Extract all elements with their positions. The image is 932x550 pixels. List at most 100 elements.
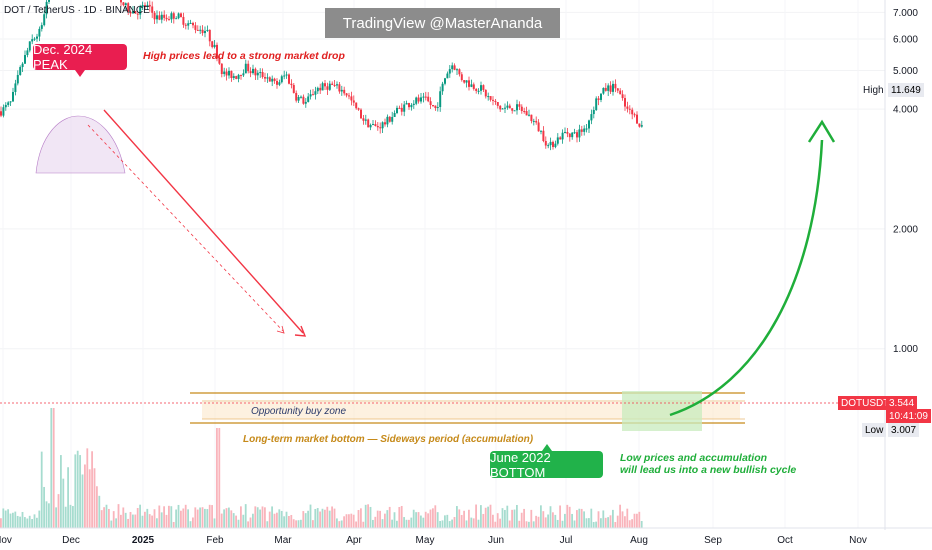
volume-bar (300, 519, 302, 528)
candle-body (420, 97, 422, 102)
volume-bar (204, 508, 206, 528)
downtrend-arrowhead (294, 325, 307, 337)
volume-bar (172, 521, 175, 528)
volume-bar (112, 511, 115, 528)
candle-body (446, 73, 449, 79)
volume-bar (571, 513, 573, 528)
volume-bar (153, 509, 156, 528)
volume-bar (45, 501, 48, 528)
volume-bar (283, 516, 285, 528)
time-tick-label: Aug (630, 535, 648, 546)
candle-body (348, 95, 350, 97)
candle-body (4, 104, 7, 108)
volume-bar (420, 515, 422, 528)
volume-bar (333, 508, 336, 528)
volume-bar (57, 494, 60, 528)
volume-bar (537, 516, 540, 528)
candle-body (554, 143, 557, 148)
candle-body (228, 70, 230, 76)
candle-body (525, 111, 528, 116)
candle-body (398, 107, 401, 109)
candle-body (297, 97, 300, 101)
candle-body (201, 29, 204, 34)
volume-bar (187, 509, 189, 528)
candle-body (19, 67, 22, 75)
volume-bar (304, 513, 307, 528)
volume-bar (616, 515, 619, 528)
candle-body (422, 96, 425, 98)
time-tick-label: May (416, 535, 435, 546)
volume-bar (369, 506, 372, 528)
low-value: 3.007 (888, 423, 920, 437)
volume-bar (62, 478, 65, 528)
volume-bar (144, 511, 146, 528)
volume-bar (508, 520, 511, 528)
candle-body (360, 109, 362, 119)
volume-bar (628, 520, 631, 528)
candle-body (362, 118, 365, 121)
volume-bar (288, 515, 290, 528)
volume-bar (268, 511, 271, 528)
candle-body (566, 131, 569, 134)
bullish-note: Low prices and accumulation will lead us… (620, 452, 796, 476)
candle-body (31, 39, 34, 42)
candle-body (396, 107, 398, 114)
volume-bar (513, 509, 516, 528)
downtrend-dashed-arrow (87, 124, 284, 332)
candle-body (561, 132, 564, 140)
candle-body (480, 85, 482, 91)
volume-bar (93, 468, 96, 528)
volume-bar (316, 508, 319, 528)
volume-bar (242, 514, 245, 528)
volume-bar (340, 520, 343, 528)
candle-body (175, 18, 178, 20)
price-axis[interactable]: 13.00012.00011.00010.0009.0008.0007.0006… (887, 0, 918, 355)
volume-bar (55, 507, 57, 528)
volume-bar (170, 506, 173, 528)
candle-body (468, 80, 470, 87)
candle-body (352, 100, 355, 103)
time-tick-label: Nov (0, 535, 12, 546)
time-tick-label: Sep (704, 535, 722, 546)
candle-body (482, 85, 485, 90)
candle-body (568, 133, 571, 138)
candle-body (220, 63, 223, 75)
volume-bar (566, 504, 569, 528)
volume-bar (444, 515, 446, 528)
candle-body (184, 24, 187, 26)
volume-bar (256, 507, 259, 528)
time-axis[interactable]: Nov Dec 2025 Feb Mar Apr May Jun Jul Aug Sep Oct Nov (0, 535, 867, 546)
volume-bar (580, 508, 583, 528)
volume-bar (422, 517, 425, 528)
volume-bar (518, 520, 521, 528)
volume-bar (163, 506, 165, 528)
volume-bar (396, 520, 398, 528)
candle-body (120, 0, 122, 3)
downtrend-arrow (103, 109, 304, 334)
volume-bar (621, 511, 624, 528)
candle-body (326, 86, 329, 90)
volume-bar (602, 510, 605, 528)
candle-body (621, 94, 624, 99)
volume-bar (64, 506, 67, 528)
candle-body (597, 98, 600, 100)
candle-body (48, 0, 50, 2)
volume-bar (532, 521, 535, 528)
opportunity-buy-zone (202, 402, 740, 419)
candle-body (415, 97, 418, 104)
candle-body (530, 114, 533, 121)
volume-bar (367, 504, 369, 528)
candle-body (424, 96, 427, 98)
candle-body (256, 72, 259, 76)
candle-body (544, 141, 547, 146)
volume-bar (535, 515, 537, 528)
candle-body (441, 83, 444, 92)
volume-bar (525, 521, 528, 528)
volume-bar (559, 505, 561, 528)
volume-bar (105, 504, 108, 528)
volume-bar (115, 518, 117, 528)
volume-bar (556, 519, 559, 528)
candle-body (523, 111, 526, 113)
volume-bar (240, 506, 242, 528)
